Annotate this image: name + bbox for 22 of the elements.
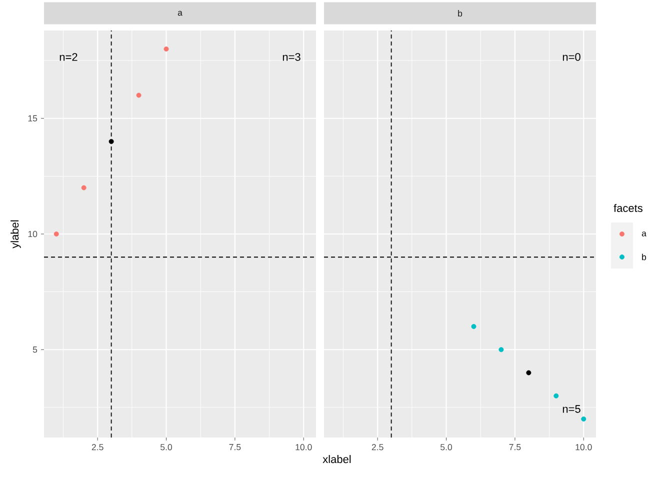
annotation: n=5 — [562, 405, 580, 413]
text: a — [642, 232, 646, 236]
text: a — [178, 10, 182, 16]
annotation: n=3 — [282, 53, 300, 61]
y-axis-title: ylabel — [10, 220, 21, 248]
x-tick-label: 7.5 — [509, 444, 521, 450]
x-tick-label: 2.5 — [92, 444, 104, 450]
chart-title: b — [458, 10, 462, 17]
y-tick-label: 5 — [32, 346, 38, 353]
annotation: n=2 — [60, 53, 78, 61]
x-tick-label: 2.5 — [372, 444, 384, 450]
y-tick-label: 10 — [28, 230, 38, 238]
x-tick-label: 7.5 — [229, 444, 241, 450]
legend-label: b — [642, 254, 646, 260]
x-tick-label: 10.0 — [296, 444, 312, 450]
y-tick-label: 15 — [28, 115, 38, 122]
x-axis-title: xlabel — [322, 455, 351, 464]
annotation: n=0 — [562, 53, 580, 61]
x-tick-label: 5.0 — [440, 444, 452, 450]
x-tick-label: 10.0 — [576, 444, 592, 450]
legend-title: facets — [614, 204, 642, 212]
x-tick-label: 5.0 — [160, 444, 172, 450]
